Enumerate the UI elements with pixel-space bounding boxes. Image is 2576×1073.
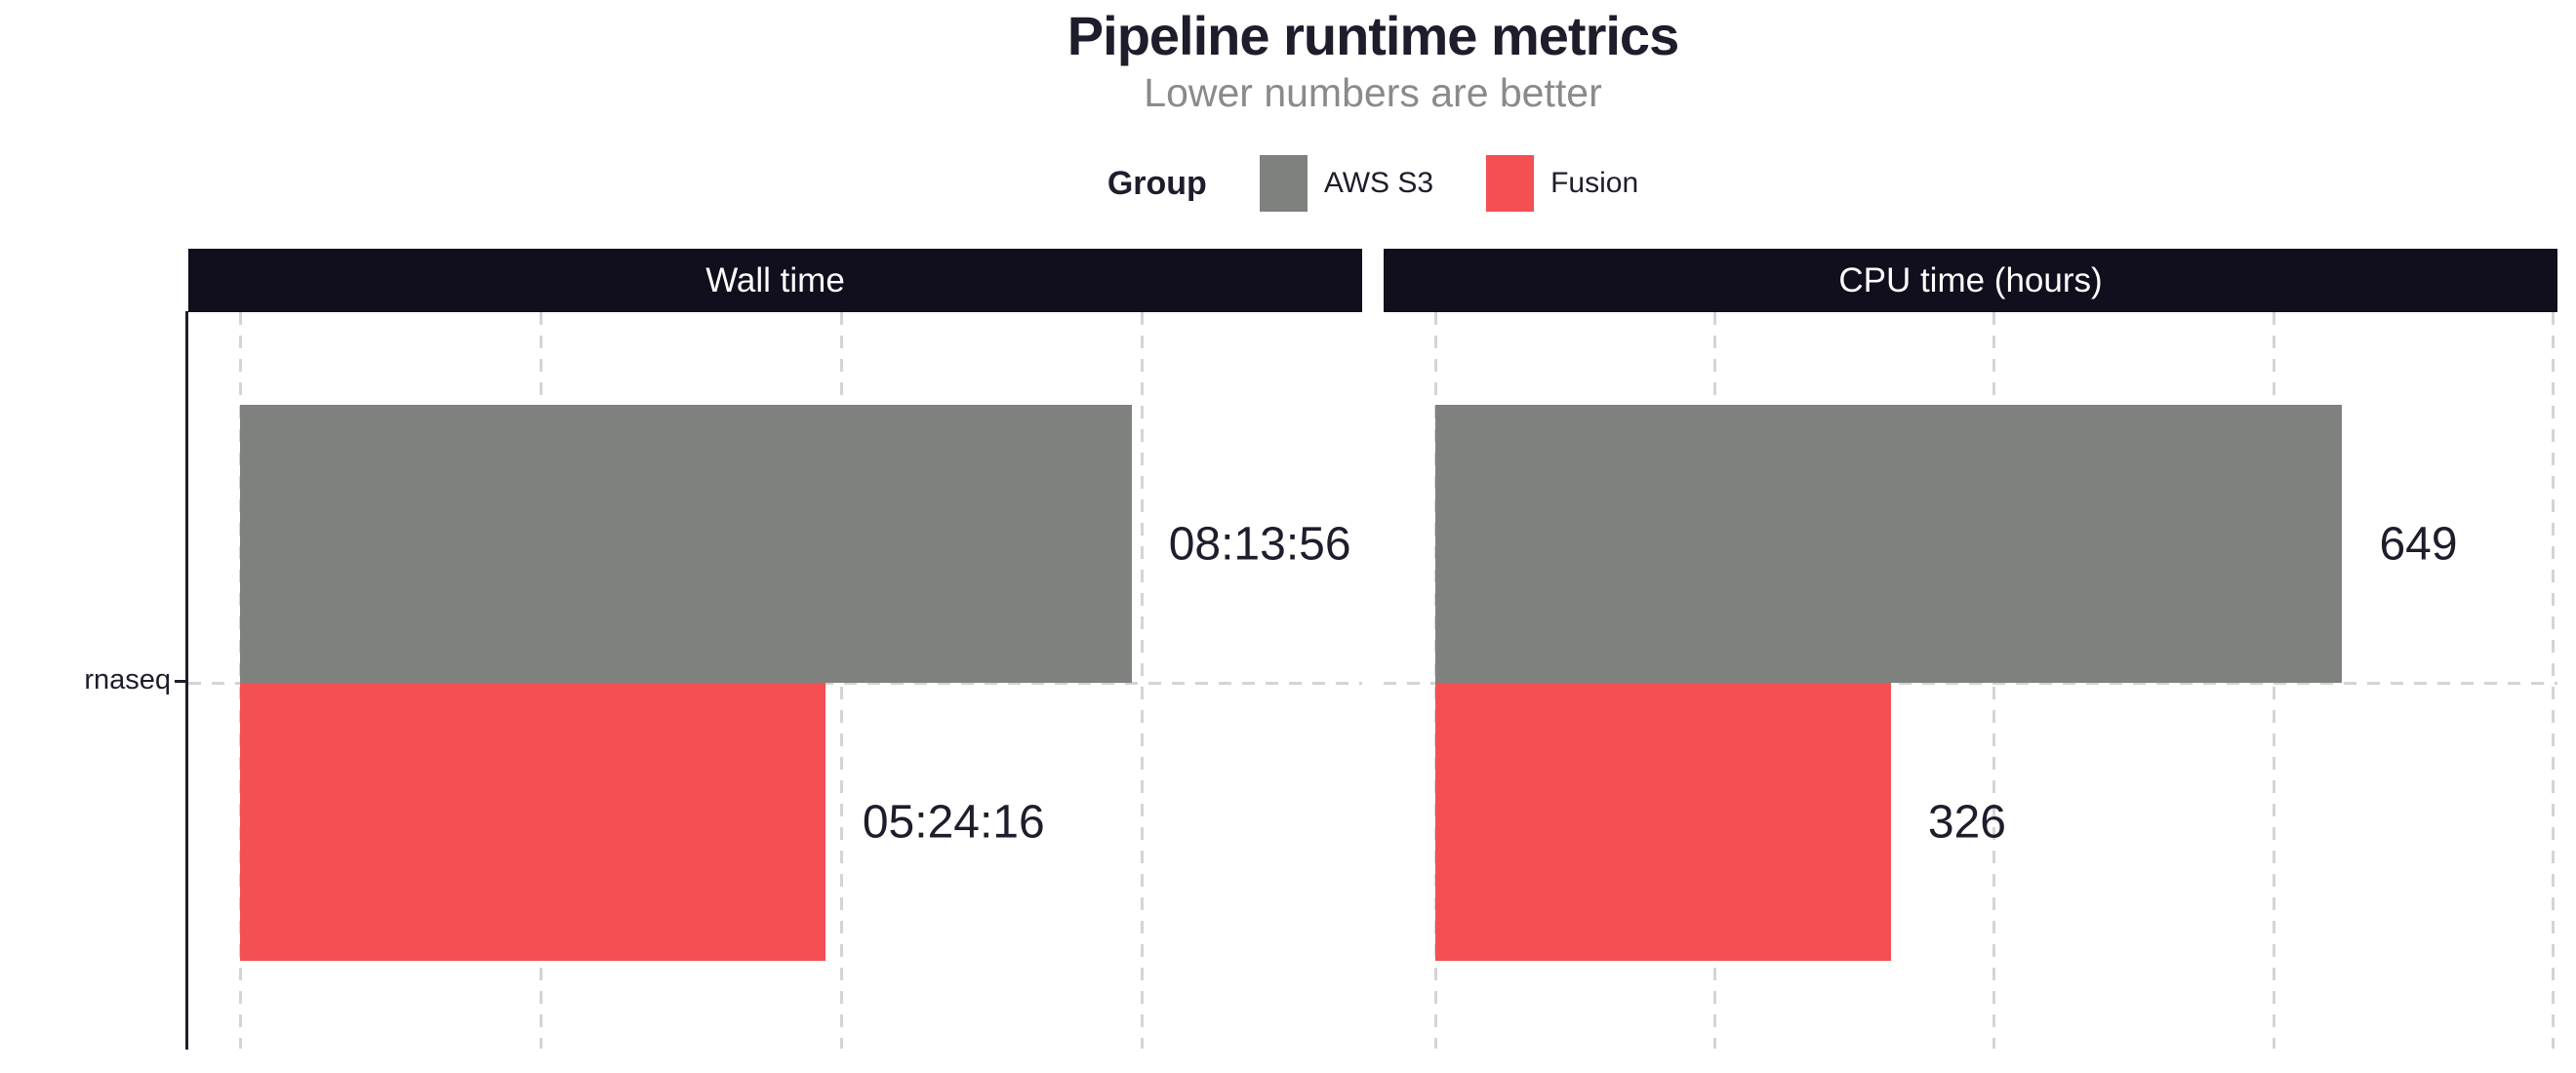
- bar-fusion: [240, 683, 825, 961]
- y-axis-tick: [175, 680, 186, 683]
- facet-body-cpu-time: 649 326: [1384, 312, 2557, 1049]
- bar-value-label-fusion: 326: [1927, 796, 2006, 848]
- y-axis-category-label: rnaseq: [84, 664, 171, 695]
- bar-value-label-fusion: 05:24:16: [862, 796, 1045, 848]
- fusion-swatch: [1486, 155, 1535, 212]
- facet-strip-wall-time: Wall time: [188, 249, 1362, 312]
- bar-aws-s3: [1435, 405, 2343, 683]
- facet-strip-cpu-time: CPU time (hours): [1384, 249, 2557, 312]
- x-gridline: [2552, 312, 2556, 1049]
- bar-fusion: [1435, 683, 1891, 961]
- bar-value-label-aws-s3: 649: [2379, 518, 2458, 570]
- page-title: Pipeline runtime metrics: [1067, 5, 1679, 66]
- bar-value-label-aws-s3: 08:13:56: [1168, 518, 1351, 570]
- facet-panel-cpu-time: CPU time (hours) 649 326: [1384, 249, 2557, 1049]
- legend-label-fusion: Fusion: [1550, 167, 1639, 199]
- legend-item-fusion: Fusion: [1486, 155, 1638, 212]
- y-axis-line: [185, 311, 188, 1050]
- category-gridline: [1384, 681, 2557, 685]
- legend-title: Group: [1107, 164, 1207, 202]
- legend-item-aws-s3: AWS S3: [1259, 155, 1434, 212]
- facet-title-cpu-time: CPU time (hours): [1838, 260, 2103, 299]
- facet-body-wall-time: 08:13:56 05:24:16: [188, 312, 1362, 1049]
- facet-title-wall-time: Wall time: [705, 260, 845, 299]
- bar-aws-s3: [240, 405, 1132, 683]
- aws-s3-swatch: [1259, 155, 1308, 212]
- legend: Group AWS S3 Fusion: [188, 148, 2557, 219]
- legend-label-aws-s3: AWS S3: [1323, 167, 1434, 199]
- x-gridline: [1141, 312, 1145, 1049]
- chart-subtitle: Lower numbers are better: [1144, 70, 1602, 115]
- facet-panel-wall-time: Wall time 08:13:56 05:24:16: [188, 249, 1362, 1049]
